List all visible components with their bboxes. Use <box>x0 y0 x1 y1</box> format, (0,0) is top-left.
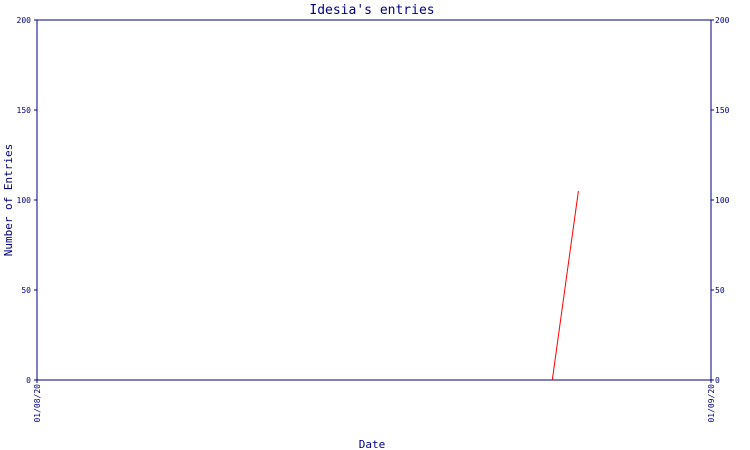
y-tick-label-right: 150 <box>715 106 730 115</box>
y-ticks-left: 0 50 100 150 200 <box>17 16 37 385</box>
y-tick-label-right: 50 <box>715 286 725 295</box>
y-tick-label-right: 200 <box>715 16 730 25</box>
y-tick-label-left: 100 <box>17 196 32 205</box>
plot-area <box>36 19 712 381</box>
y-tick-label-left: 150 <box>17 106 32 115</box>
y-tick-label-right: 0 <box>715 376 720 385</box>
x-ticks: 01/08/20 01/09/20 <box>33 380 716 423</box>
x-axis-label: Date <box>359 438 386 450</box>
y-tick-label-left: 200 <box>17 16 32 25</box>
x-tick-label: 01/08/20 <box>33 384 42 423</box>
y-tick-label-left: 50 <box>21 286 31 295</box>
chart-title: Idesia's entries <box>309 3 434 18</box>
y-tick-label-right: 100 <box>715 196 730 205</box>
series-line <box>551 190 579 381</box>
y-axis-label: Number of Entries <box>2 144 15 257</box>
y-tick-label-left: 0 <box>26 376 31 385</box>
y-ticks-right: 0 50 100 150 200 <box>711 16 730 385</box>
x-tick-label: 01/09/20 <box>707 384 716 423</box>
series-layer <box>551 190 579 381</box>
